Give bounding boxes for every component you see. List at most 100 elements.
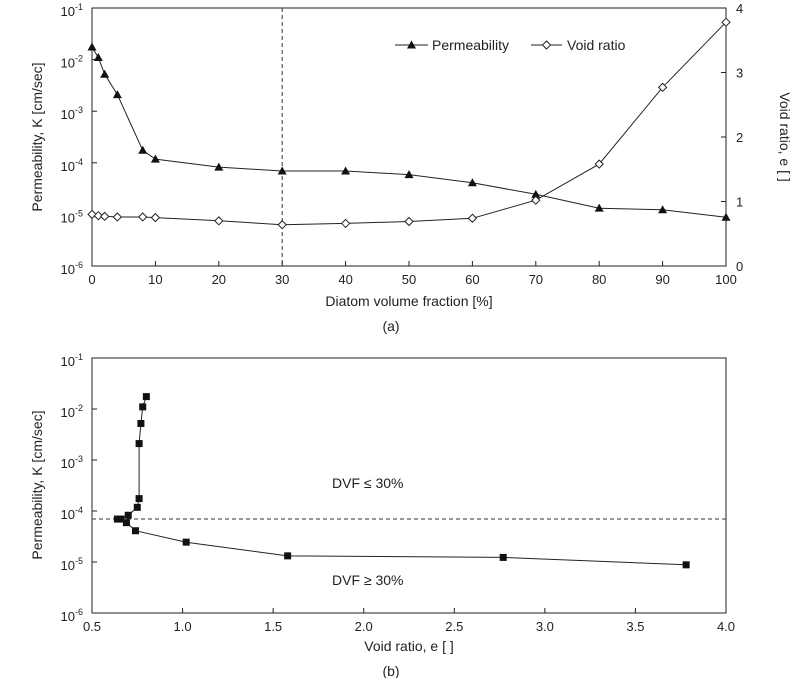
- chart-b-x-tick-label: 2.0: [355, 619, 373, 634]
- chart-a-x-tick-label: 40: [338, 272, 352, 287]
- chart-b-x-tick-label: 2.5: [445, 619, 463, 634]
- chart-b-series: [113, 393, 690, 569]
- chart-a-y-ticks: 10-1 10-2 10-3 10-4 10-5 10-6: [61, 2, 97, 277]
- void-ratio-point: [340, 218, 351, 229]
- k-vs-void-ratio-point: [113, 515, 121, 523]
- k-vs-void-ratio-point: [139, 403, 147, 411]
- chart-a-x-tick-label: 80: [592, 272, 606, 287]
- void-ratio-point: [657, 82, 668, 93]
- legend-permeability-label: Permeability: [432, 37, 509, 53]
- k-vs-void-ratio-point: [131, 527, 139, 535]
- chart-a-y-axis-label: Permeability, K [cm/sec]: [29, 62, 45, 211]
- permeability-point: [341, 166, 351, 175]
- series-void-ratio-line: [91, 21, 727, 226]
- void-ratio-point: [93, 210, 104, 221]
- chart-b-plot-frame: [91, 357, 727, 614]
- chart-a-y2-tick-label: 3: [736, 66, 743, 81]
- void-ratio-point: [721, 17, 731, 27]
- k-vs-void-ratio-point: [117, 515, 125, 523]
- legend-void-ratio-label: Void ratio: [567, 37, 626, 53]
- chart-a-x-tick-label: 70: [529, 272, 543, 287]
- chart-a-y2-tick-label: 0: [736, 259, 743, 274]
- k-vs-void-ratio-point: [499, 553, 507, 561]
- chart-a-series: [87, 17, 731, 230]
- chart-a-caption: (a): [382, 318, 399, 334]
- permeability-point: [531, 189, 541, 198]
- permeability-point: [100, 69, 110, 78]
- chart-b-x-ticks: 0.5 1.0 1.5 2.0 2.5 3.0 3.5 4.0: [83, 608, 735, 634]
- legend-void-ratio-marker: [541, 40, 552, 50]
- permeability-point: [214, 162, 224, 171]
- void-ratio-point: [87, 209, 97, 220]
- chart-a-y-tick-label: 10-5: [61, 208, 83, 225]
- chart-b-y-ticks: 10-1 10-2 10-3 10-4 10-5 10-6: [61, 352, 97, 624]
- permeability-point: [138, 145, 148, 154]
- legend-permeability-marker: [407, 40, 416, 49]
- void-ratio-point: [531, 195, 541, 205]
- chart-a-legend: Permeability Void ratio: [395, 37, 626, 53]
- k-vs-void-ratio-point: [182, 538, 190, 546]
- void-ratio-point: [214, 216, 224, 226]
- annotation-dvf-le-30: DVF ≤ 30%: [332, 475, 403, 491]
- permeability-point: [721, 212, 731, 221]
- chart-a-y-tick-label: 10-6: [61, 260, 83, 277]
- k-vs-void-ratio-point: [142, 393, 150, 401]
- chart-a-x-tick-label: 0: [88, 272, 95, 287]
- chart-a-y2-ticks: 0 1 2 3 4: [721, 1, 743, 274]
- void-ratio-point: [277, 220, 287, 230]
- permeability-point: [112, 90, 122, 99]
- chart-a-y2-tick-label: 4: [736, 1, 743, 16]
- k-vs-void-ratio-point: [122, 519, 130, 527]
- void-ratio-point: [112, 212, 123, 222]
- void-ratio-point: [99, 211, 110, 222]
- chart-b-x-tick-label: 3.5: [626, 619, 644, 634]
- chart-a-x-tick-label: 90: [655, 272, 669, 287]
- chart-a-x-tick-label: 60: [465, 272, 479, 287]
- void-ratio-point: [150, 212, 161, 223]
- chart-b-y-tick-label: 10-2: [61, 403, 83, 420]
- k-vs-void-ratio-point: [135, 440, 143, 448]
- void-ratio-point: [138, 212, 148, 222]
- k-vs-void-ratio-point: [135, 495, 143, 503]
- k-vs-void-ratio-point: [133, 503, 141, 511]
- chart-a-y-tick-label: 10-3: [61, 105, 83, 122]
- k-vs-void-ratio-point: [124, 511, 132, 519]
- k-vs-void-ratio-point: [682, 561, 690, 569]
- chart-a-x-tick-label: 10: [148, 272, 162, 287]
- k-vs-void-ratio-point: [284, 552, 292, 560]
- permeability-point: [93, 52, 103, 61]
- permeability-point: [404, 170, 414, 179]
- permeability-point: [150, 154, 160, 163]
- chart-b-x-tick-label: 1.5: [264, 619, 282, 634]
- chart-b-x-tick-label: 3.0: [536, 619, 554, 634]
- chart-b: 0.5 1.0 1.5 2.0 2.5 3.0 3.5 4.0 10-110-210-310-…: [29, 352, 735, 679]
- chart-b-x-tick-label: 0.5: [83, 619, 101, 634]
- permeability-point: [658, 205, 668, 214]
- void-ratio-point: [404, 216, 414, 227]
- chart-b-caption: (b): [382, 663, 399, 678]
- chart-b-y-tick-label: 10-6: [61, 607, 83, 624]
- chart-b-x-tick-label: 4.0: [717, 619, 735, 634]
- annotation-dvf-ge-30: DVF ≥ 30%: [332, 572, 403, 588]
- series-permeability-line: [91, 46, 727, 218]
- chart-a-x-tick-label: 30: [275, 272, 289, 287]
- chart-a-y2-axis-label: Void ratio, e [ ]: [777, 92, 793, 182]
- chart-a-x-tick-label: 20: [212, 272, 226, 287]
- void-ratio-point: [467, 213, 478, 223]
- permeability-point: [87, 42, 97, 51]
- chart-a-y-tick-label: 10-4: [61, 157, 83, 174]
- chart-b-x-tick-label: 1.0: [174, 619, 192, 634]
- chart-a-x-axis-label: Diatom volume fraction [%]: [325, 293, 492, 309]
- void-ratio-point: [594, 159, 604, 169]
- chart-a-y2-tick-label: 2: [736, 130, 743, 145]
- chart-b-y-axis-label: Permeability, K [cm/sec]: [29, 410, 45, 559]
- chart-a: 0 10 20 30 40 50 60 70 80 90 100 10-110-210-310-41…: [29, 1, 793, 334]
- chart-b-x-axis-label: Void ratio, e [ ]: [364, 638, 454, 654]
- chart-a-x-tick-label: 100: [715, 272, 737, 287]
- chart-b-y-tick-label: 10-3: [61, 454, 83, 471]
- chart-b-y-tick-label: 10-4: [61, 505, 83, 522]
- chart-a-y2-tick-label: 1: [736, 195, 743, 210]
- permeability-point: [594, 203, 604, 212]
